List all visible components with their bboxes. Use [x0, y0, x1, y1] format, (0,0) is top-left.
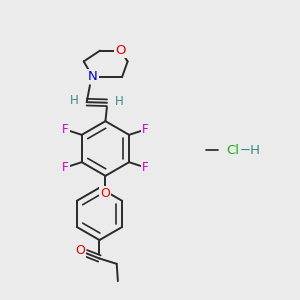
Text: O: O — [76, 244, 85, 257]
Text: F: F — [62, 161, 69, 174]
Text: F: F — [142, 161, 149, 174]
Text: HCl: HCl — [225, 143, 247, 157]
Text: H: H — [70, 94, 79, 107]
Text: F: F — [142, 123, 149, 136]
Text: H: H — [115, 95, 124, 108]
Text: Cl: Cl — [226, 143, 239, 157]
Text: O: O — [115, 44, 125, 57]
Text: O: O — [100, 187, 110, 200]
Text: −H: −H — [239, 143, 260, 157]
Text: N: N — [88, 70, 98, 83]
Text: F: F — [62, 123, 69, 136]
